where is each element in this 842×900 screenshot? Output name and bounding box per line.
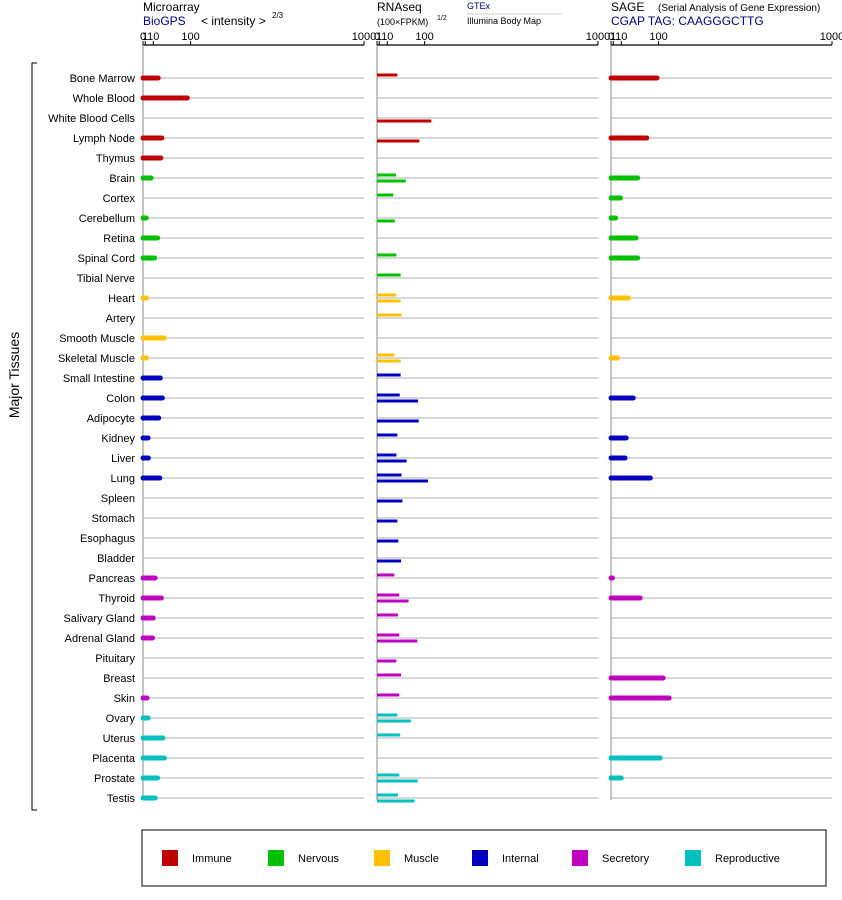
tissue-label: Brain [109,173,135,185]
gtex-label: GTEx [467,1,491,11]
x-tick-label: 1000 [820,31,842,43]
tissue-label: Spinal Cord [78,253,135,265]
rnaseq-exponent: 1/2 [437,15,447,22]
tissue-label: Adrenal Gland [65,633,135,645]
tissue-label: Adipocyte [87,413,135,425]
tissue-label: Thyroid [98,593,135,605]
y-axis-title: Major Tissues [6,332,22,418]
x-tick-label: 1000 [586,31,610,43]
x-tick-label: 100 [649,31,667,43]
legend-swatch [685,850,701,866]
tissue-label: Uterus [103,733,136,745]
body-map-label: Illumina Body Map [467,16,541,26]
tissue-label: Whole Blood [73,93,135,105]
tissue-label: White Blood Cells [48,113,135,125]
tissue-label: Skin [114,693,135,705]
rnaseq-title: RNAseq [377,0,422,14]
tissue-label: Placenta [92,753,136,765]
sage-tag: CGAP TAG: CAAGGGCTTG [611,14,764,28]
tissue-label: Tibial Nerve [77,273,135,285]
x-tick-label: 1 [376,31,382,43]
x-tick-label: 0 [140,31,146,43]
x-tick-label: 1 [142,31,148,43]
tissue-label: Liver [111,453,135,465]
x-tick-label: 10 [381,31,393,43]
legend-swatch [268,850,284,866]
sage-title: SAGE [611,0,644,14]
legend-box [141,829,827,887]
x-tick-label: 0 [608,31,614,43]
tissue-label: Heart [108,293,135,305]
intensity-label: < intensity > [201,14,266,28]
x-tick-label: 100 [181,31,199,43]
biogps-label: BioGPS [143,14,186,28]
tissue-label: Colon [106,393,135,405]
legend-label: Muscle [404,853,439,865]
tissue-label: Cerebellum [79,213,135,225]
tissue-label: Pancreas [89,573,136,585]
legend-label: Secretory [602,853,650,865]
legend-label: Reproductive [715,853,780,865]
tissue-label: Stomach [92,513,135,525]
legend: Immune Nervous Muscle Internal Secretory Repr… [162,850,780,866]
tissue-label: Bone Marrow [70,73,135,85]
y-axis-bracket [31,62,37,811]
tissue-label: Skeletal Muscle [58,353,135,365]
tissue-label: Spleen [101,493,135,505]
tissue-label: Small Intestine [63,373,135,385]
tissue-label: Esophagus [80,533,136,545]
microarray-title: Microarray [143,0,200,14]
legend-label: Internal [502,853,539,865]
tissue-label: Testis [107,793,136,805]
tissue-label: Bladder [97,553,135,565]
tissue-label: Salivary Gland [63,613,135,625]
expression-bars [140,73,672,803]
x-tick-label: 1000 [352,31,376,43]
tissue-label: Prostate [94,773,135,785]
x-tick-label: 100 [415,31,433,43]
tissue-label: Pituitary [95,653,135,665]
x-tick-label: 0 [374,31,380,43]
tissue-label: Ovary [106,713,136,725]
legend-swatch [162,850,178,866]
tissue-label: Artery [106,313,136,325]
x-tick-label: 10 [615,31,627,43]
tissue-label: Retina [103,233,136,245]
tissue-rows: Bone Marrow Whole Blood White Blood Cells L… [48,73,832,805]
x-tick-label: 10 [147,31,159,43]
rnaseq-unit: (100×FPKM) [377,17,428,27]
tissue-label: Smooth Muscle [59,333,135,345]
legend-swatch [374,850,390,866]
legend-label: Immune [192,853,232,865]
tissue-label: Thymus [96,153,136,165]
legend-swatch [572,850,588,866]
tissue-label: Lung [111,473,135,485]
tissue-label: Lymph Node [73,133,135,145]
legend-swatch [472,850,488,866]
tissue-label: Breast [103,673,135,685]
x-tick-label: 1 [610,31,616,43]
tissue-label: Kidney [101,433,135,445]
legend-label: Nervous [298,853,339,865]
intensity-exponent: 2/3 [272,11,284,20]
sage-subtitle: (Serial Analysis of Gene Expression) [658,3,820,14]
tissue-label: Cortex [103,193,136,205]
